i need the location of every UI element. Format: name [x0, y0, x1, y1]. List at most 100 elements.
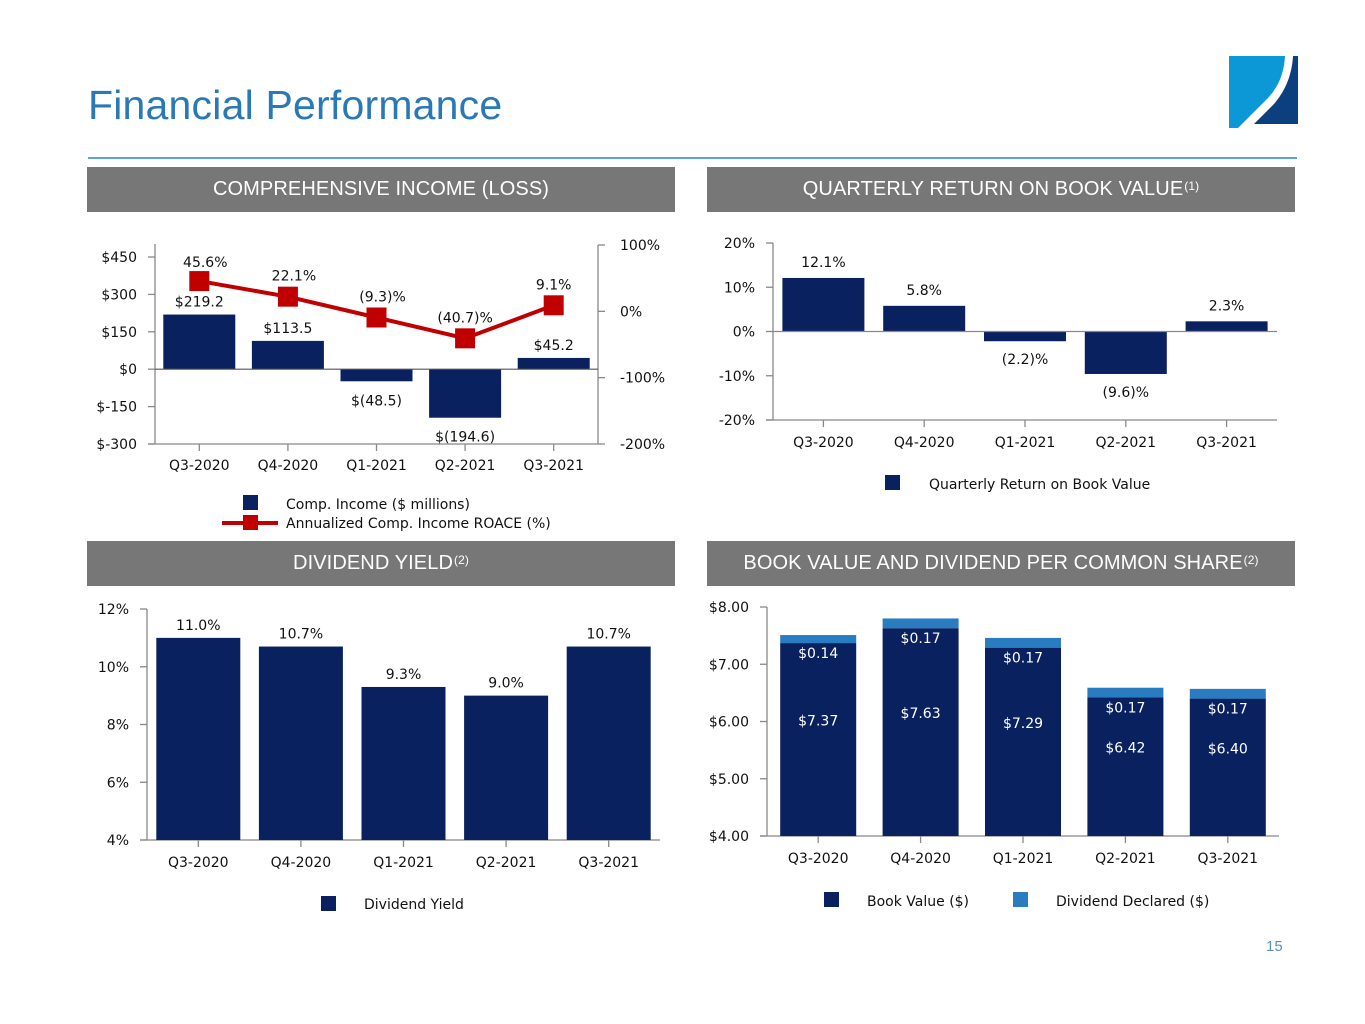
comp-income-bar-label: $(48.5) [351, 393, 402, 409]
panel-header-label: COMPREHENSIVE INCOME (LOSS) [212, 178, 550, 200]
return-bv-bar-label: 2.3% [1209, 298, 1245, 314]
footnote-marker: (1) [1184, 178, 1200, 193]
div-yield-bar-label: 11.0% [176, 618, 220, 634]
panel-header-label: DIVIDEND YIELD [293, 552, 453, 574]
return-bv-bar [984, 331, 1066, 342]
div_yield-y-tick-label: 4% [107, 833, 129, 849]
dividend-bar [882, 618, 959, 629]
roace-label: 45.6% [183, 255, 227, 271]
return_bv-x-tick-label: Q3-2021 [1196, 435, 1257, 451]
bv_div-x-tick-label: Q4-2020 [890, 851, 951, 867]
return-bv-bar [1185, 321, 1268, 332]
dividend-bar-label: $0.17 [1208, 702, 1248, 718]
comp-income-bar [340, 369, 413, 382]
dividend-bar-label: $0.14 [798, 646, 838, 662]
comp-income-bar-label: $(194.6) [435, 430, 495, 446]
div-yield-bar [566, 646, 651, 840]
book-value-bar [1087, 697, 1164, 836]
dividend-bar [1189, 688, 1266, 699]
return_bv-x-tick-label: Q3-2020 [793, 435, 854, 451]
book-value-bar-label: $6.42 [1105, 741, 1145, 757]
return-bv-bar [883, 305, 966, 332]
bv_div-x-tick-label: Q3-2021 [1197, 851, 1258, 867]
legend-label-roace: Annualized Comp. Income ROACE (%) [286, 516, 551, 532]
comp-income-left-tick-label: $0 [119, 362, 137, 378]
div_yield-x-tick-label: Q3-2020 [168, 855, 229, 871]
book-value-bar-label: $6.40 [1208, 741, 1248, 757]
legend-label-dividend: Dividend Declared ($) [1056, 894, 1209, 910]
div_yield-y-tick-label: 6% [107, 775, 129, 791]
div_yield-y-tick-label: 10% [98, 660, 129, 676]
panel-header-label: QUARTERLY RETURN ON BOOK VALUE [802, 178, 1184, 200]
comp-income-x-tick-label: Q3-2021 [523, 458, 584, 474]
return-bv-bar-label: (2.2)% [1002, 352, 1049, 368]
div-yield-bar [361, 686, 446, 840]
legend-swatch-roace-marker [243, 515, 258, 530]
div-yield-bar [464, 695, 549, 840]
return_bv-y-tick-label: -20% [719, 413, 755, 429]
comp-income-right-tick-label: 0% [620, 304, 642, 320]
comp-income-bar-label: $219.2 [175, 295, 224, 311]
legend-label-comp-income: Comp. Income ($ millions) [286, 497, 470, 513]
legend-swatch-dividend [1013, 892, 1028, 907]
comp-income-x-tick-label: Q2-2021 [435, 458, 496, 474]
legend-swatch-comp-income [243, 495, 258, 510]
div_yield-y-tick-label: 12% [98, 602, 129, 618]
comp-income-left-tick-label: $-300 [96, 437, 137, 453]
dividend-bar [985, 637, 1061, 648]
comp-income-left-tick-label: $450 [101, 250, 137, 266]
roace-label: (9.3)% [359, 290, 406, 306]
legend-label-div-yield: Dividend Yield [364, 897, 464, 913]
bv_div-y-tick-label: $4.00 [709, 829, 749, 845]
dividend-bar-label: $0.17 [1003, 651, 1043, 667]
comp-income-x-tick-label: Q1-2021 [346, 458, 407, 474]
div-yield-bar [258, 646, 343, 840]
book-value-bar-label: $7.63 [901, 706, 941, 722]
book-value-bar [1189, 698, 1266, 836]
legend-swatch-div-yield [321, 896, 336, 911]
return-bv-bar [782, 277, 865, 332]
comp-income-x-tick-label: Q3-2020 [169, 458, 230, 474]
bv_div-x-tick-label: Q1-2021 [993, 851, 1054, 867]
company-logo-icon [1228, 54, 1298, 128]
book-value-bar-label: $7.37 [798, 714, 838, 730]
legend-swatch-book-value [824, 892, 839, 907]
comp-income-bar [429, 369, 502, 418]
comp-income-bar [251, 340, 324, 370]
book-value-bar [882, 628, 959, 836]
comp-income-bar-label: $45.2 [534, 338, 574, 354]
div_yield-x-tick-label: Q4-2020 [271, 855, 332, 871]
comp-income-left-tick-label: $-150 [96, 400, 137, 416]
return_bv-x-tick-label: Q1-2021 [995, 435, 1056, 451]
title-divider [88, 157, 1297, 159]
comp-income-right-tick-label: -200% [620, 437, 665, 453]
return_bv-y-tick-label: 10% [724, 280, 755, 296]
footnote-marker: (2) [1243, 552, 1259, 567]
legend-label-return-bv: Quarterly Return on Book Value [929, 477, 1150, 493]
comp-income-x-tick-label: Q4-2020 [258, 458, 319, 474]
comp-income-bar [517, 357, 590, 370]
return-bv-bar-label: 12.1% [801, 255, 845, 271]
panel-header-comp-income: COMPREHENSIVE INCOME (LOSS) [87, 167, 675, 212]
div-yield-bar-label: 10.7% [586, 627, 630, 643]
roace-marker [366, 307, 387, 328]
bv_div-x-tick-label: Q2-2021 [1095, 851, 1156, 867]
bv_div-x-tick-label: Q3-2020 [788, 851, 849, 867]
legend-swatch-return-bv [885, 475, 900, 490]
roace-marker [189, 271, 210, 292]
panel-header-label: BOOK VALUE AND DIVIDEND PER COMMON SHARE [743, 552, 1243, 574]
div_yield-x-tick-label: Q3-2021 [578, 855, 639, 871]
div-yield-bar-label: 9.0% [488, 676, 524, 692]
panel-header-div-yield: DIVIDEND YIELD (2) [87, 541, 675, 586]
div-yield-bar [156, 637, 241, 840]
return_bv-y-tick-label: -10% [719, 369, 755, 385]
roace-marker [277, 286, 298, 307]
bv_div-y-tick-label: $7.00 [709, 657, 749, 673]
return_bv-x-tick-label: Q2-2021 [1095, 435, 1156, 451]
comp-income-right-tick-label: -100% [620, 371, 665, 387]
dividend-bar [1087, 687, 1164, 698]
return_bv-x-tick-label: Q4-2020 [894, 435, 955, 451]
return-bv-bar-label: (9.6)% [1103, 385, 1150, 401]
roace-marker [455, 328, 476, 349]
